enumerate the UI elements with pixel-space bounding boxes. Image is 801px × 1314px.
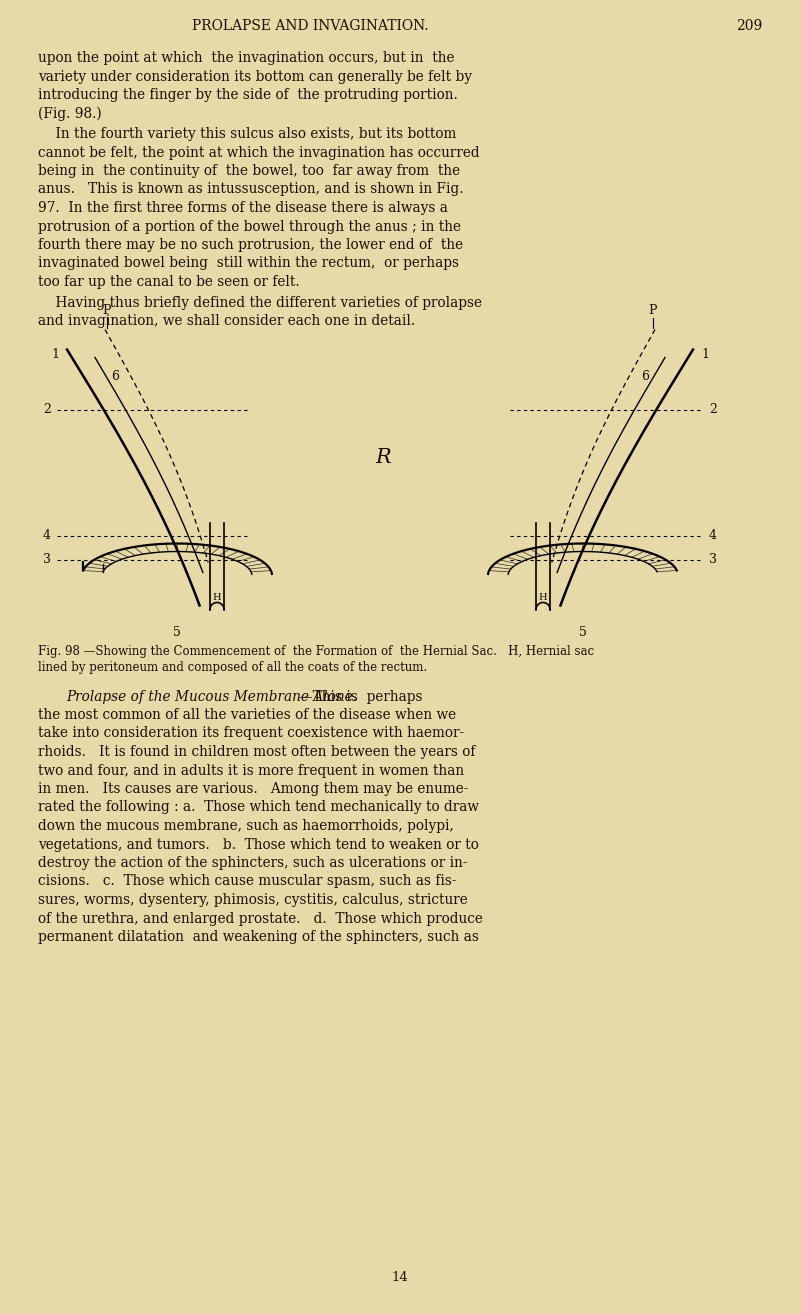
Text: too far up the canal to be seen or felt.: too far up the canal to be seen or felt. [38,275,300,289]
Text: 6: 6 [111,369,119,382]
Text: P: P [649,305,658,318]
Text: 5: 5 [579,625,587,639]
Text: 97.  In the first three forms of the disease there is always a: 97. In the first three forms of the dise… [38,201,448,215]
Text: 4: 4 [709,530,717,541]
Text: down the mucous membrane, such as haemorrhoids, polypi,: down the mucous membrane, such as haemor… [38,819,454,833]
Text: H: H [213,593,221,602]
Text: 6: 6 [641,369,649,382]
Text: P: P [103,305,111,318]
Text: 4: 4 [43,530,51,541]
Text: 209: 209 [736,18,762,33]
Text: the most common of all the varieties of the disease when we: the most common of all the varieties of … [38,708,456,721]
Text: lined by peritoneum and composed of all the coats of the rectum.: lined by peritoneum and composed of all … [38,661,427,674]
Text: of the urethra, and enlarged prostate.   d.  Those which produce: of the urethra, and enlarged prostate. d… [38,912,483,925]
Text: being in  the continuity of  the bowel, too  far away from  the: being in the continuity of the bowel, to… [38,164,460,177]
Text: upon the point at which  the invagination occurs, but in  the: upon the point at which the invagination… [38,51,454,64]
Text: —This is  perhaps: —This is perhaps [299,690,422,703]
Text: destroy the action of the sphincters, such as ulcerations or in-: destroy the action of the sphincters, su… [38,855,468,870]
Text: 5: 5 [173,625,181,639]
Text: permanent dilatation  and weakening of the sphincters, such as: permanent dilatation and weakening of th… [38,930,479,943]
Text: vegetations, and tumors.   b.  Those which tend to weaken or to: vegetations, and tumors. b. Those which … [38,837,479,851]
Text: fourth there may be no such protrusion, the lower end of  the: fourth there may be no such protrusion, … [38,238,463,252]
Text: variety under consideration its bottom can generally be felt by: variety under consideration its bottom c… [38,70,472,84]
Text: 1: 1 [701,347,709,360]
Text: 3: 3 [43,553,51,566]
Text: two and four, and in adults it is more frequent in women than: two and four, and in adults it is more f… [38,763,464,778]
Text: R: R [375,448,391,466]
Text: 2: 2 [43,403,51,417]
Text: protrusion of a portion of the bowel through the anus ; in the: protrusion of a portion of the bowel thr… [38,219,461,234]
Text: cisions.   c.  Those which cause muscular spasm, such as fis-: cisions. c. Those which cause muscular s… [38,875,457,888]
Text: 14: 14 [392,1271,409,1284]
Text: Prolapse of the Mucous Membrane Alone.: Prolapse of the Mucous Membrane Alone. [66,690,357,703]
Text: 3: 3 [709,553,717,566]
Text: In the fourth variety this sulcus also exists, but its bottom: In the fourth variety this sulcus also e… [38,127,457,141]
Text: rhoids.   It is found in children most often between the years of: rhoids. It is found in children most oft… [38,745,475,759]
Text: invaginated bowel being  still within the rectum,  or perhaps: invaginated bowel being still within the… [38,256,459,271]
Text: 1: 1 [51,347,59,360]
Text: Fig. 98 —Showing the Commencement of  the Formation of  the Hernial Sac.   H, He: Fig. 98 —Showing the Commencement of the… [38,645,594,658]
Text: and invagination, we shall consider each one in detail.: and invagination, we shall consider each… [38,314,415,328]
Text: introducing the finger by the side of  the protruding portion.: introducing the finger by the side of th… [38,88,457,102]
Text: (Fig. 98.): (Fig. 98.) [38,106,102,121]
Text: H: H [539,593,547,602]
Text: take into consideration its frequent coexistence with haemor-: take into consideration its frequent coe… [38,727,464,741]
Text: in men.   Its causes are various.   Among them may be enume-: in men. Its causes are various. Among th… [38,782,469,796]
Text: rated the following : a.  Those which tend mechanically to draw: rated the following : a. Those which ten… [38,800,479,815]
Text: sures, worms, dysentery, phimosis, cystitis, calculus, stricture: sures, worms, dysentery, phimosis, cysti… [38,894,468,907]
Text: anus.   This is known as intussusception, and is shown in Fig.: anus. This is known as intussusception, … [38,183,464,197]
Text: cannot be felt, the point at which the invagination has occurred: cannot be felt, the point at which the i… [38,146,480,159]
Text: 2: 2 [709,403,717,417]
Text: PROLAPSE AND INVAGINATION.: PROLAPSE AND INVAGINATION. [191,18,429,33]
Text: Having thus briefly defined the different varieties of prolapse: Having thus briefly defined the differen… [38,296,482,310]
